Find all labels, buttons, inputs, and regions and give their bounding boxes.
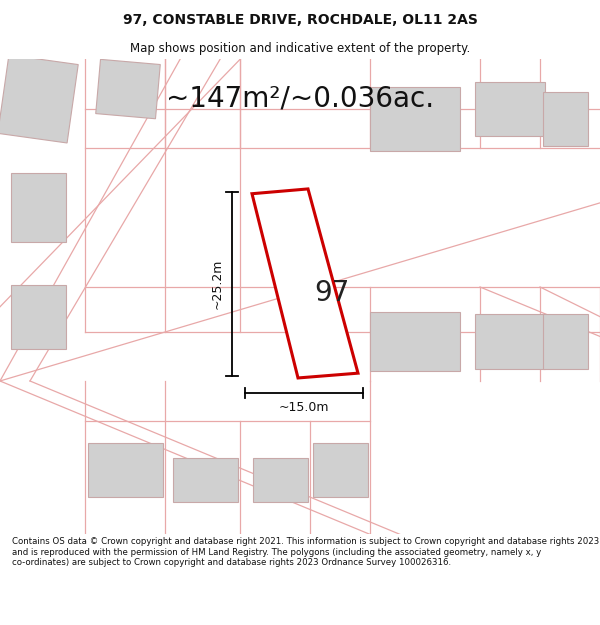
Polygon shape [542, 91, 587, 146]
Text: Contains OS data © Crown copyright and database right 2021. This information is : Contains OS data © Crown copyright and d… [12, 538, 599, 568]
Text: 97, CONSTABLE DRIVE, ROCHDALE, OL11 2AS: 97, CONSTABLE DRIVE, ROCHDALE, OL11 2AS [122, 13, 478, 27]
Polygon shape [542, 314, 587, 369]
Polygon shape [313, 443, 367, 498]
Text: Map shows position and indicative extent of the property.: Map shows position and indicative extent… [130, 42, 470, 55]
Polygon shape [475, 82, 545, 136]
Polygon shape [0, 55, 78, 143]
Polygon shape [11, 173, 65, 242]
Polygon shape [253, 458, 308, 503]
Text: ~15.0m: ~15.0m [279, 401, 329, 414]
Polygon shape [96, 59, 160, 119]
Polygon shape [475, 314, 545, 369]
Polygon shape [370, 87, 460, 151]
Polygon shape [11, 284, 65, 349]
Polygon shape [88, 443, 163, 498]
Text: ~147m²/~0.036ac.: ~147m²/~0.036ac. [166, 84, 434, 112]
Text: 97: 97 [314, 279, 350, 308]
Polygon shape [370, 312, 460, 371]
Text: ~25.2m: ~25.2m [211, 259, 224, 309]
Polygon shape [173, 458, 238, 503]
Polygon shape [252, 189, 358, 378]
